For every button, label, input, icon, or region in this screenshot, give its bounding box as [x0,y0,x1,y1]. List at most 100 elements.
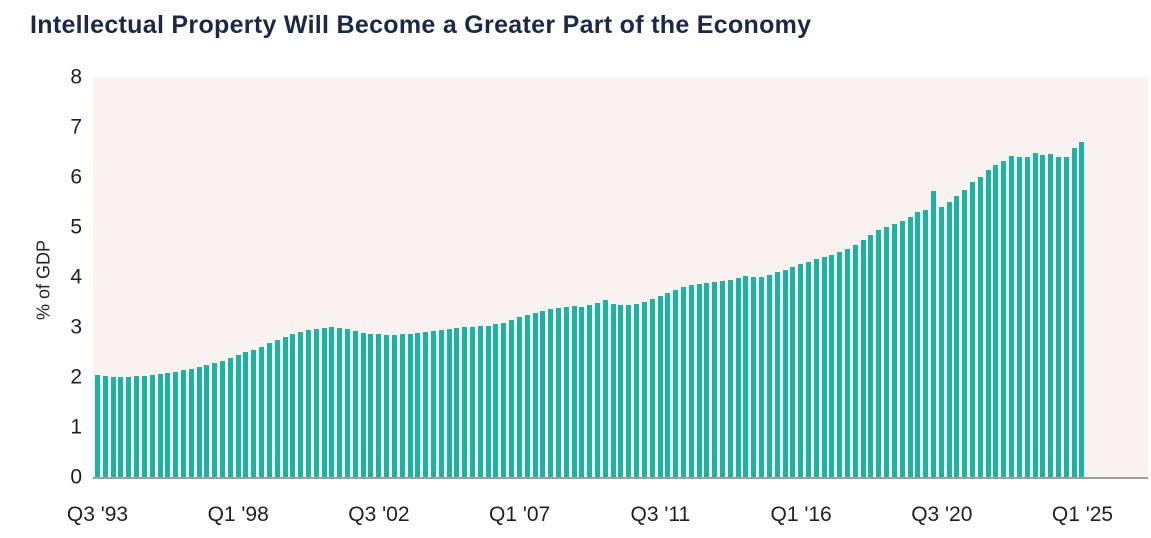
bar [618,305,624,477]
bar [602,300,608,477]
x-axis-tick-label: Q3 '93 [66,503,129,526]
bar [899,220,905,477]
y-axis-tick-label: 3 [70,315,82,339]
bar [641,301,647,477]
bar [102,376,108,477]
bar [110,377,116,477]
bar [1016,157,1022,477]
bar [868,234,874,477]
y-axis-tick-label: 5 [70,215,82,239]
x-axis-tick-label: Q1 '07 [488,503,551,526]
bar [298,331,304,477]
bar [938,207,944,477]
bar [1055,156,1061,477]
bar [891,224,897,477]
bar [782,269,788,477]
bar [1024,157,1030,477]
bar [845,248,850,477]
x-axis-tick-label: Q1 '16 [770,503,832,526]
y-axis-ticks: 0 1 2 3 4 5 6 7 8 [52,67,82,488]
bar [509,320,515,477]
bar [462,327,468,477]
bar [305,330,311,477]
bar [985,169,991,477]
x-axis-ticks: Q3 '93 Q1 '98 Q3 '02 Q1 '07 Q3 '11 Q1 '16 Q3 '… [67,503,1148,530]
bar [860,240,866,477]
bar [595,302,600,477]
bar [321,328,327,477]
x-axis-tick-label: Q3 '02 [348,503,410,526]
bar [118,376,124,477]
bar [126,377,132,477]
bar [829,254,835,477]
bar [977,177,983,477]
bar [657,295,663,477]
bar [813,259,819,477]
bar [587,305,593,477]
bar [165,373,171,477]
bar [673,289,679,477]
bar [1071,148,1077,477]
bar [1063,156,1069,477]
bar [930,190,936,477]
bar [188,368,194,477]
bar [173,371,179,477]
bar [970,182,975,477]
x-axis-tick-label: Q3 '20 [911,503,973,526]
bar [399,334,405,477]
bar [141,376,147,477]
bar [376,334,382,477]
bar [626,305,632,477]
chart-title: Intellectual Property Will Become a Grea… [30,11,812,39]
bar [720,281,725,477]
bar [313,329,319,477]
bar [501,322,507,477]
bar [516,317,522,477]
bar [149,375,155,477]
bar [423,331,429,477]
bar [243,352,249,477]
bar [266,343,272,477]
bar [821,257,827,477]
bar [274,340,280,477]
bar [790,267,796,477]
bar [923,209,929,477]
bar [454,327,460,477]
bar [555,308,561,477]
bar [735,278,741,477]
bar [852,244,858,477]
bar [415,332,421,477]
bar [1009,155,1015,477]
bar [563,307,569,477]
bar [688,285,694,477]
bar [540,311,546,477]
bar [384,334,390,477]
bar [337,327,343,477]
bar [524,314,530,477]
bar [548,309,554,477]
bar [571,306,577,477]
x-axis-tick-label: Q3 '11 [630,503,691,526]
bar [743,276,749,477]
bar [993,164,999,477]
bar [220,360,225,477]
bar [798,264,804,477]
bar [391,334,397,477]
bar [196,367,202,477]
bar [805,261,811,477]
bar [837,252,843,477]
bar [329,327,335,477]
y-axis-tick-label: 7 [70,115,82,139]
bar [407,333,413,477]
bar [774,272,780,477]
bar [876,229,882,477]
bar [1032,152,1038,477]
bar [235,354,241,477]
y-axis-tick-label: 6 [70,165,82,189]
bar [1079,142,1085,477]
bar [446,328,452,477]
bar [477,326,483,477]
bar [180,370,186,477]
bar [259,346,265,477]
